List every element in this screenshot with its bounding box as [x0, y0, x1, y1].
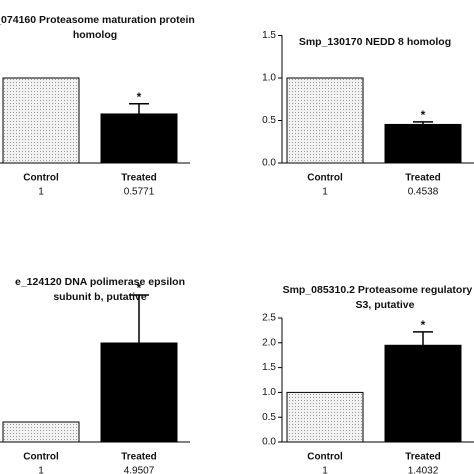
panel: e_124120 DNA polimerase epsilon subunit b… [0, 276, 190, 474]
y-tick-label: 0.5 [262, 412, 276, 423]
y-tick-label: 2.5 [262, 313, 276, 324]
y-tick-label: 1.0 [262, 73, 276, 84]
panel-title: e_124120 DNA polimerase epsilon [15, 276, 185, 288]
y-tick-label: 0.0 [262, 437, 276, 448]
x-tick-label: Control [307, 452, 343, 463]
panel-title: S3, putative [356, 299, 415, 311]
panel: Smp_130170 NEDD 8 homolog 0.0 0.5 1.0 1.5 Con… [262, 30, 474, 198]
y-tick-label: 0.5 [262, 115, 276, 126]
panel-title: Smp_085310.2 Proteasome regulatory su [283, 284, 474, 296]
value-annotation: 1 [38, 187, 44, 198]
x-tick-label: Treated [121, 173, 157, 184]
panel-title: subunit b, putative [53, 291, 146, 303]
x-tick-label: Control [23, 452, 59, 463]
value-annotation: 0.4538 [408, 187, 439, 198]
panel-title: _074160 Proteasome maturation protein [0, 14, 195, 26]
x-tick-label: Treated [405, 173, 441, 184]
x-tick-label: Treated [405, 452, 441, 463]
value-annotation: 1 [322, 466, 328, 474]
bar [286, 391, 364, 443]
y-tick-label: 2.0 [262, 337, 276, 348]
value-annotation: 4.9507 [124, 466, 155, 474]
x-tick-label: Control [23, 173, 59, 184]
significance-mark: * [421, 108, 426, 122]
value-annotation: 1 [322, 187, 328, 198]
bar [286, 77, 364, 164]
significance-mark: * [137, 90, 142, 104]
bar [2, 421, 80, 443]
x-tick-label: Treated [121, 452, 157, 463]
panel: _074160 Proteasome maturation protein hom… [0, 14, 195, 198]
panel-title: Smp_130170 NEDD 8 homolog [299, 36, 451, 48]
panel-title: homolog [73, 29, 117, 41]
y-tick-label: 0.0 [262, 158, 276, 169]
bar [2, 77, 80, 164]
bar [100, 342, 178, 443]
bar [100, 113, 178, 164]
significance-mark: * [137, 281, 142, 295]
value-annotation: 0.5771 [124, 187, 155, 198]
bar [384, 123, 462, 164]
value-annotation: 1 [38, 466, 44, 474]
y-tick-label: 1.5 [262, 30, 276, 41]
value-annotation: 1.4032 [408, 466, 439, 474]
panel: Smp_085310.2 Proteasome regulatory su S3,… [262, 284, 474, 474]
bar [384, 344, 462, 443]
y-tick-label: 1.0 [262, 387, 276, 398]
x-tick-label: Control [307, 173, 343, 184]
y-tick-label: 1.5 [262, 362, 276, 373]
significance-mark: * [421, 318, 426, 332]
